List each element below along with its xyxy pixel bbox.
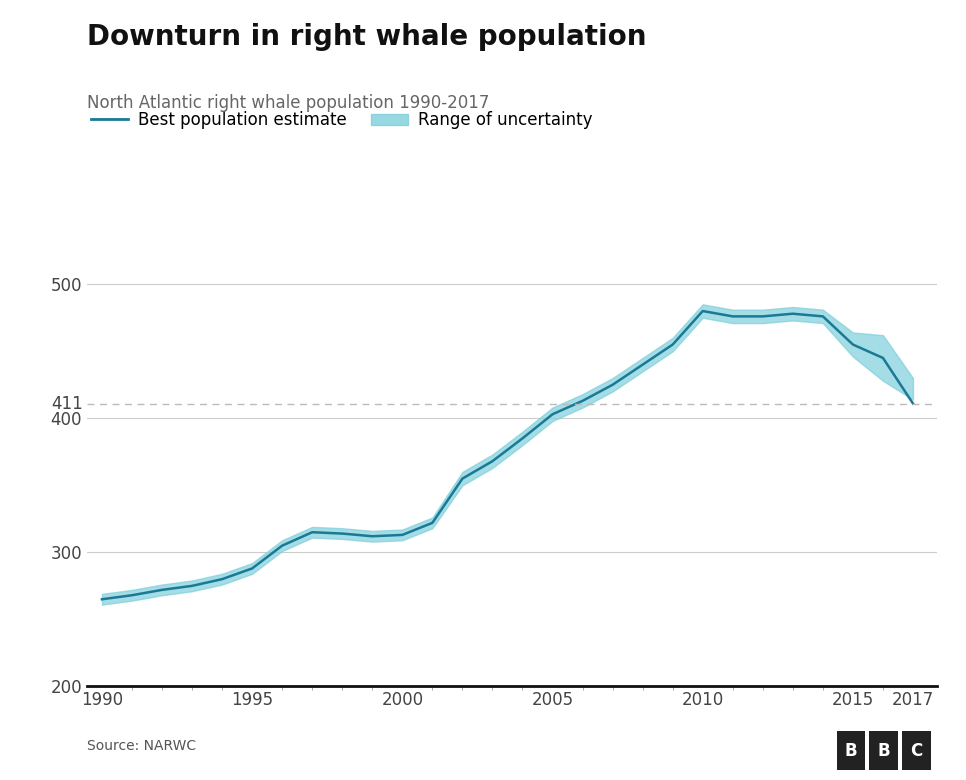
FancyBboxPatch shape: [869, 732, 898, 770]
Text: B: B: [844, 742, 857, 760]
Text: B: B: [877, 742, 890, 760]
Text: 411: 411: [51, 395, 83, 413]
Text: Downturn in right whale population: Downturn in right whale population: [87, 23, 646, 51]
Legend: Best population estimate, Range of uncertainty: Best population estimate, Range of uncer…: [91, 112, 592, 129]
FancyBboxPatch shape: [902, 732, 931, 770]
Text: C: C: [910, 742, 923, 760]
Text: North Atlantic right whale population 1990-2017: North Atlantic right whale population 19…: [87, 94, 490, 112]
Text: Source: NARWC: Source: NARWC: [87, 739, 196, 753]
FancyBboxPatch shape: [837, 732, 866, 770]
